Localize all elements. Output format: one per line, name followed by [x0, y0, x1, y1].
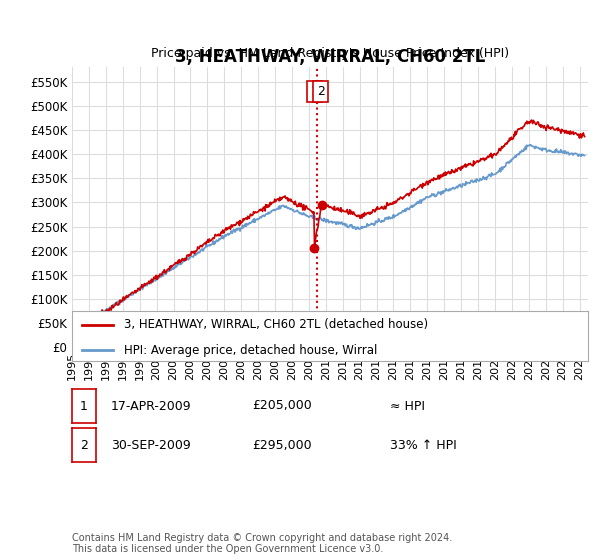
Text: Contains HM Land Registry data © Crown copyright and database right 2024.
This d: Contains HM Land Registry data © Crown c… — [72, 533, 452, 554]
Text: 33% ↑ HPI: 33% ↑ HPI — [390, 438, 457, 452]
Text: 17-APR-2009: 17-APR-2009 — [111, 399, 191, 413]
Text: ≈ HPI: ≈ HPI — [390, 399, 425, 413]
Text: 1: 1 — [310, 85, 318, 98]
Text: £295,000: £295,000 — [252, 438, 311, 452]
Text: 2: 2 — [317, 85, 325, 98]
Text: 3, HEATHWAY, WIRRAL, CH60 2TL (detached house): 3, HEATHWAY, WIRRAL, CH60 2TL (detached … — [124, 319, 428, 332]
Text: 30-SEP-2009: 30-SEP-2009 — [111, 438, 191, 452]
Title: 3, HEATHWAY, WIRRAL, CH60 2TL: 3, HEATHWAY, WIRRAL, CH60 2TL — [175, 48, 485, 66]
Text: 2: 2 — [80, 438, 88, 452]
Text: 1: 1 — [80, 399, 88, 413]
Text: HPI: Average price, detached house, Wirral: HPI: Average price, detached house, Wirr… — [124, 344, 377, 357]
Text: £205,000: £205,000 — [252, 399, 312, 413]
Text: Price paid vs. HM Land Registry's House Price Index (HPI): Price paid vs. HM Land Registry's House … — [151, 47, 509, 60]
